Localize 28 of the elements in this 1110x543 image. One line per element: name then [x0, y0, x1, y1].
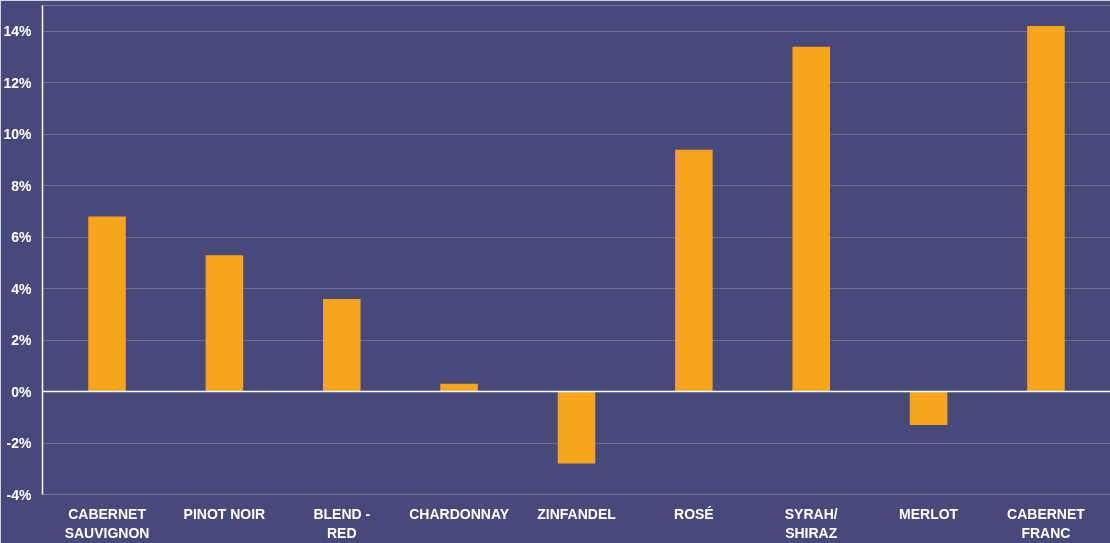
bar — [557, 391, 596, 464]
x-tick-label: CABERNET FRANC — [1007, 505, 1086, 541]
x-tick-label: MERLOT — [899, 505, 959, 522]
x-tick-label: CABERNET SAUVIGNON — [64, 505, 150, 541]
bar — [205, 255, 244, 392]
y-tick-label: -4% — [6, 486, 33, 503]
bar — [440, 383, 478, 392]
bar — [1027, 26, 1065, 392]
y-tick-label: 4% — [11, 280, 33, 297]
x-tick-label: SYRAH/ SHIRAZ — [784, 505, 838, 541]
bar — [909, 391, 948, 426]
x-tick-label: ZINFANDEL — [537, 505, 617, 522]
y-tick-label: 2% — [11, 332, 33, 349]
x-tick-label: ROSÉ — [674, 505, 714, 522]
y-tick-label: 14% — [3, 23, 33, 40]
x-tick-label: CHARDONNAY — [409, 505, 510, 522]
x-tick-label: BLEND - RED — [313, 505, 371, 541]
y-tick-label: 10% — [3, 126, 33, 143]
y-tick-label: 0% — [11, 383, 33, 400]
y-tick-label: -2% — [6, 435, 33, 452]
bar — [88, 216, 126, 392]
bar — [675, 149, 713, 392]
y-tick-label: 6% — [11, 229, 33, 246]
y-tick-label: 8% — [11, 177, 33, 194]
y-tick-label: 12% — [3, 74, 33, 91]
bar — [323, 298, 361, 392]
x-tick-label: PINOT NOIR — [183, 505, 266, 522]
bar — [792, 46, 830, 392]
